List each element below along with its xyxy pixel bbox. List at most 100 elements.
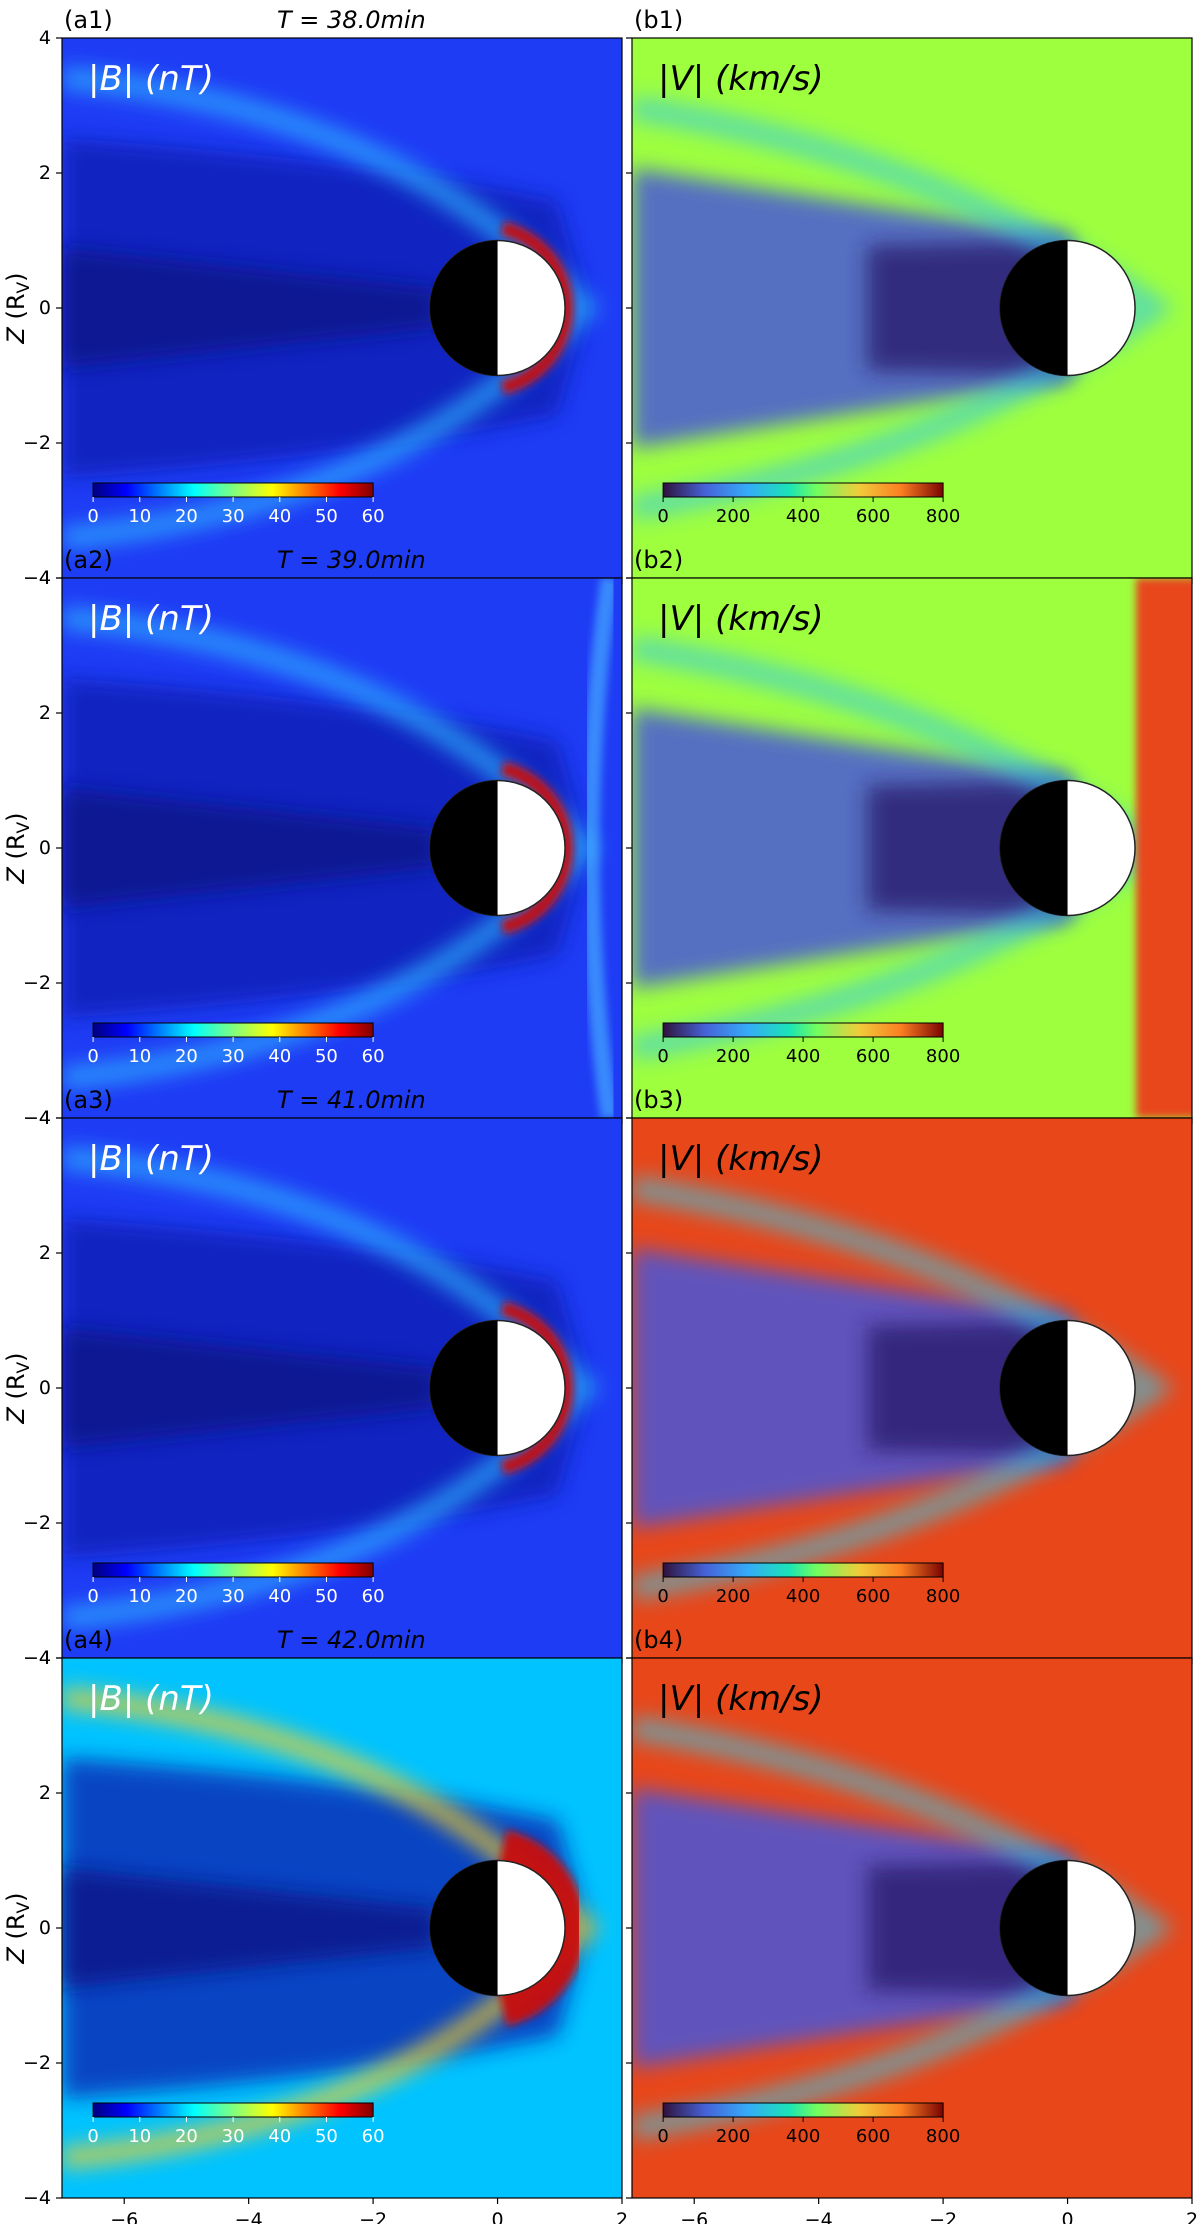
y-tick-label: −4: [23, 1647, 51, 1669]
colorbar: [662, 482, 944, 498]
colorbar-tick-label: 30: [222, 1046, 245, 1067]
planet-nightside: [430, 1320, 498, 1456]
sheath-band: [632, 1716, 1174, 2140]
colorbar-tick-label: 0: [657, 506, 668, 527]
quantity-title: |V| (km/s): [658, 1139, 823, 1179]
sheath-band: [632, 96, 1174, 520]
quantity-title: |V| (km/s): [658, 1679, 823, 1719]
colorbar-tick-label: 50: [315, 1046, 338, 1067]
colorbar-tick-label: 10: [128, 1586, 151, 1607]
colorbar-tick-label: 60: [362, 2126, 385, 2147]
colorbar-tick-label: 800: [926, 1586, 960, 1607]
colorbar-tick-label: 800: [926, 1046, 960, 1067]
wake-region: [632, 168, 1098, 448]
panel-b3: (b3) |V| (km/s) 0 200 400 600 800: [626, 1086, 1193, 1664]
x-tick-label: −2: [359, 2209, 387, 2224]
colorbar-tick-label: 40: [268, 2126, 291, 2147]
colorbar-tick-label: 40: [268, 1046, 291, 1067]
y-tick-label: 0: [39, 1917, 51, 1939]
sheath-pileup: [497, 1829, 586, 2027]
x-tick-label: −4: [235, 2209, 263, 2224]
panel-label: (a1): [64, 6, 113, 34]
colorbar-tick-label: 600: [856, 2126, 890, 2147]
x-tick-label: 2: [1186, 2209, 1198, 2224]
y-tick-label: 2: [39, 702, 51, 724]
panel-label: (b3): [634, 1086, 683, 1114]
colorbar-tick-label: 30: [222, 2126, 245, 2147]
planet-nightside: [430, 240, 498, 376]
time-label: T = 38.0min: [277, 6, 426, 34]
panel-label: (b2): [634, 546, 683, 574]
y-tick-label: −2: [23, 972, 51, 994]
y-tick-label: −2: [23, 1512, 51, 1534]
incoming-front: [1136, 578, 1192, 1118]
x-tick-label: 0: [492, 2209, 504, 2224]
wake-region: [632, 1248, 1098, 1528]
colorbar-tick-label: 10: [128, 506, 151, 527]
colorbar-tick-label: 20: [175, 1586, 198, 1607]
panel-label: (b4): [634, 1626, 683, 1654]
wake-core: [62, 1868, 438, 1988]
y-tick-label: −2: [23, 2052, 51, 2074]
colorbar-tick-label: 0: [87, 506, 98, 527]
y-tick-label: 2: [39, 162, 51, 184]
colorbar-tick-label: 400: [786, 2126, 820, 2147]
panel-label: (a2): [64, 546, 113, 574]
colorbar-tick-label: 50: [315, 506, 338, 527]
colorbar-tick-label: 60: [362, 506, 385, 527]
quantity-title: |B| (nT): [88, 1679, 214, 1719]
colorbar-tick-label: 20: [175, 2126, 198, 2147]
wake-core: [62, 248, 438, 368]
time-label: T = 41.0min: [277, 1086, 426, 1114]
colorbar-tick-label: 40: [268, 1586, 291, 1607]
colorbar-tick-label: 10: [128, 2126, 151, 2147]
colorbar-tick-label: 200: [716, 1046, 750, 1067]
colorbar-tick-label: 600: [856, 1586, 890, 1607]
colorbar: [92, 1562, 374, 1578]
colorbar-tick-label: 0: [657, 1046, 668, 1067]
colorbar-tick-label: 0: [657, 1586, 668, 1607]
colorbar-tick-label: 60: [362, 1046, 385, 1067]
y-tick-label: 4: [39, 1647, 51, 1669]
x-tick-label: −6: [680, 2209, 708, 2224]
quantity-title: |B| (nT): [88, 59, 214, 99]
y-tick-label: 4: [39, 27, 51, 49]
planet-nightside: [430, 1860, 498, 1996]
colorbar-tick-label: 600: [856, 1046, 890, 1067]
colorbar-tick-label: 0: [657, 2126, 668, 2147]
colorbar: [92, 2102, 374, 2118]
y-tick-label: 2: [39, 1242, 51, 1264]
panel-b1: (b1) |V| (km/s) 0 200 400 600 800: [626, 6, 1193, 584]
colorbar: [92, 482, 374, 498]
y-axis-label: Z (RV): [2, 812, 34, 884]
colorbar-tick-label: 20: [175, 506, 198, 527]
colorbar-tick-label: 30: [222, 1586, 245, 1607]
time-label: T = 42.0min: [277, 1626, 426, 1654]
panel-label: (b1): [634, 6, 683, 34]
x-tick-label: −2: [929, 2209, 957, 2224]
colorbar-tick-label: 200: [716, 506, 750, 527]
colorbar-tick-label: 50: [315, 2126, 338, 2147]
y-tick-label: 4: [39, 567, 51, 589]
y-tick-label: −4: [23, 1107, 51, 1129]
y-axis-label: Z (RV): [2, 272, 34, 344]
colorbar-tick-label: 50: [315, 1586, 338, 1607]
colorbar-tick-label: 0: [87, 2126, 98, 2147]
x-tick-label: −4: [805, 2209, 833, 2224]
y-tick-label: 0: [39, 1377, 51, 1399]
panel-label: (a3): [64, 1086, 113, 1114]
quantity-title: |B| (nT): [88, 599, 214, 639]
planet-nightside: [1000, 1320, 1068, 1456]
y-tick-label: −2: [23, 432, 51, 454]
colorbar-tick-label: 200: [716, 1586, 750, 1607]
sheath-pileup: [500, 1301, 574, 1475]
colorbar-tick-label: 0: [87, 1046, 98, 1067]
colorbar: [662, 1562, 944, 1578]
sheath-band: [632, 1176, 1174, 1600]
colorbar-tick-label: 400: [786, 506, 820, 527]
wake-region: [632, 1788, 1098, 2068]
colorbar-tick-label: 60: [362, 1586, 385, 1607]
planet-nightside: [430, 780, 498, 916]
